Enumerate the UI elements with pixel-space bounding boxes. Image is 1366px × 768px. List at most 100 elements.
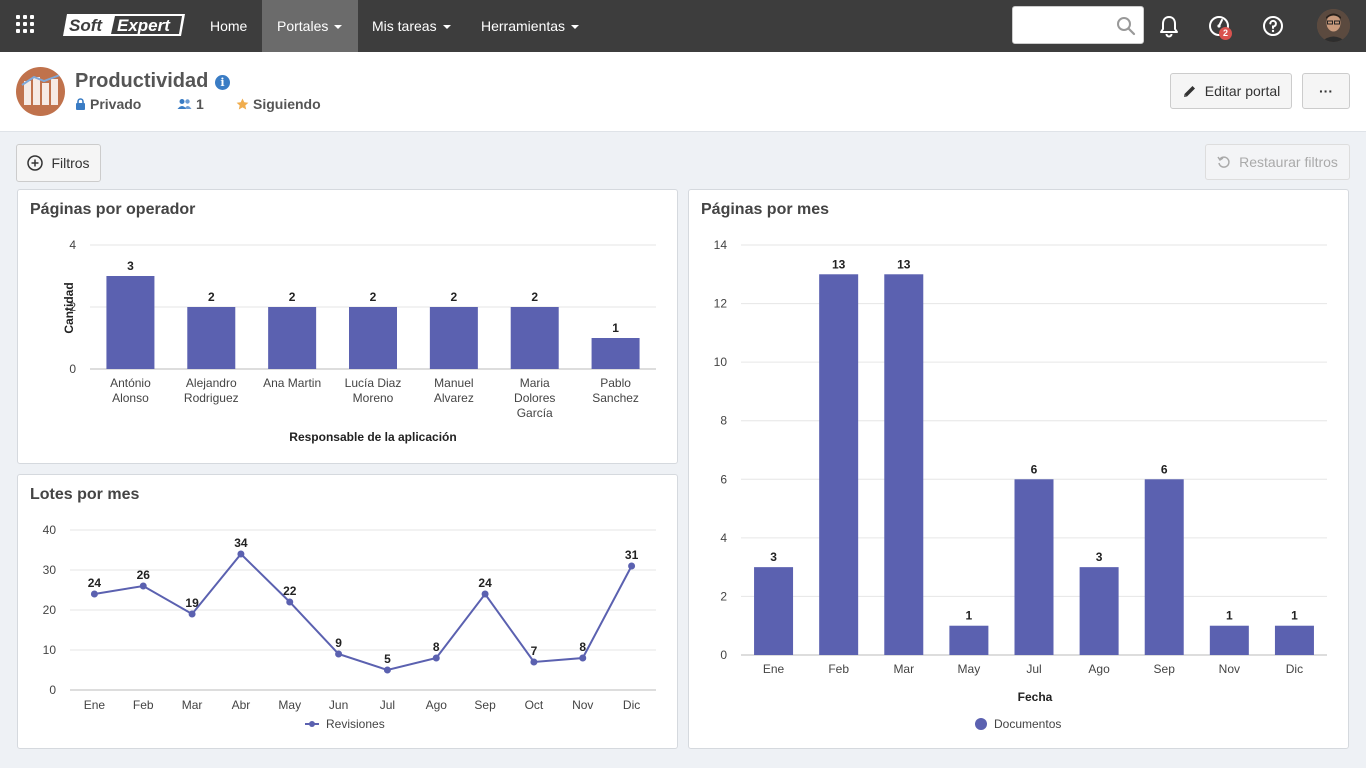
legend-label: Documentos — [994, 717, 1061, 731]
x-tick-label: May — [278, 698, 301, 712]
data-label: 26 — [137, 568, 151, 582]
search-icon[interactable] — [1116, 16, 1136, 36]
filters-button[interactable]: Filtros — [16, 144, 101, 182]
x-tick-label: Dic — [1286, 662, 1303, 676]
y-tick-label: 2 — [720, 589, 727, 603]
bar — [591, 338, 640, 369]
legend-marker — [309, 721, 315, 727]
bar — [187, 307, 236, 369]
y-tick-label: 40 — [43, 523, 57, 537]
operator-pages-title: Páginas por operador — [30, 201, 196, 218]
data-label: 13 — [897, 257, 911, 271]
batches-per-month-chart: 0 10 20 30 40 24 Ene 26 Feb 19 Mar 34 Abr 22 May 9 Jun 5 J… — [43, 523, 656, 731]
y-axis-label: Cantidad — [62, 282, 76, 333]
nav-home-label: Home — [210, 18, 248, 34]
data-point — [432, 654, 440, 662]
chevron-down-icon — [334, 25, 343, 30]
bar — [349, 307, 397, 369]
nav-home[interactable]: Home — [195, 0, 262, 52]
data-label: 7 — [531, 644, 538, 658]
bar — [106, 276, 155, 369]
apps-grid-icon[interactable] — [16, 15, 36, 35]
data-label: 8 — [579, 640, 586, 654]
chevron-down-icon — [571, 25, 580, 30]
legend-label: Revisiones — [326, 717, 385, 731]
y-tick-label: 4 — [720, 531, 727, 545]
data-label: 6 — [1031, 462, 1038, 476]
x-tick-label: Jul — [380, 698, 395, 712]
y-tick-label: 2 — [69, 300, 76, 314]
bar — [819, 274, 859, 655]
x-tick-label: Moreno — [353, 391, 394, 405]
nav-herramientas[interactable]: Herramientas — [466, 0, 594, 52]
data-label: 24 — [478, 576, 492, 590]
y-tick-label: 10 — [43, 643, 57, 657]
portal-chart-icon — [16, 67, 65, 116]
nav-mis-tareas[interactable]: Mis tareas — [357, 0, 466, 52]
filters-label: Filtros — [51, 155, 90, 171]
x-tick-label: Ene — [763, 662, 785, 676]
help-icon[interactable] — [1261, 14, 1285, 38]
data-point — [237, 550, 245, 558]
bar — [754, 567, 794, 655]
x-tick-label: Sanchez — [592, 391, 639, 405]
x-axis-label: Responsable de la aplicación — [289, 430, 456, 444]
x-tick-label: Sep — [1154, 662, 1176, 676]
undo-icon — [1217, 156, 1230, 168]
members-indicator[interactable]: 1 — [177, 96, 204, 112]
search-box — [1012, 6, 1144, 44]
x-tick-label: Lucía Diaz — [345, 376, 402, 390]
pages-per-month-title: Páginas por mes — [701, 201, 830, 218]
more-options-label: ··· — [1319, 83, 1333, 99]
y-tick-label: 12 — [714, 297, 728, 311]
x-tick-label: Oct — [525, 698, 544, 712]
y-tick-label: 6 — [720, 472, 727, 486]
data-label: 5 — [384, 652, 391, 666]
bar — [268, 307, 317, 369]
softexpert-logo[interactable]: Soft Expert — [63, 12, 189, 38]
bar — [884, 274, 924, 655]
series-line — [94, 552, 633, 672]
legend-marker — [975, 718, 987, 730]
y-tick-label: 8 — [720, 414, 727, 428]
logo-text-expert: Expert — [117, 16, 171, 35]
users-icon — [177, 99, 192, 109]
edit-portal-button[interactable]: Editar portal — [1170, 73, 1292, 109]
data-label: 3 — [1096, 550, 1103, 564]
avatar-icon — [1317, 9, 1350, 42]
data-point — [335, 650, 343, 658]
more-options-button[interactable]: ··· — [1302, 73, 1350, 109]
notification-badge: 2 — [1219, 27, 1232, 40]
plus-circle-icon — [27, 155, 44, 171]
x-tick-label: Ago — [426, 698, 448, 712]
x-tick-label: Ene — [84, 698, 106, 712]
user-avatar[interactable] — [1317, 9, 1350, 42]
info-icon[interactable]: i — [215, 75, 230, 90]
data-label: 6 — [1161, 462, 1168, 476]
nav-portales-label: Portales — [277, 18, 329, 34]
x-axis-label: Fecha — [1018, 690, 1053, 704]
x-tick-label: Abr — [232, 698, 251, 712]
pages-per-month-card: Páginas por mes Fecha 0 2 4 6 8 10 12 14 3 Ene 13 F… — [688, 189, 1349, 749]
nav-portales[interactable]: Portales — [262, 0, 358, 52]
search-input[interactable] — [1013, 7, 1113, 43]
bell-icon[interactable] — [1157, 14, 1181, 38]
data-point — [188, 610, 196, 618]
x-tick-label: Maria — [520, 376, 550, 390]
batches-per-month-card: Lotes por mes 0 10 20 30 40 24 Ene 26 Feb 19 Mar 34… — [17, 474, 678, 749]
reset-filters-button[interactable]: Restaurar filtros — [1205, 144, 1350, 180]
edit-portal-label: Editar portal — [1204, 83, 1281, 99]
following-indicator[interactable]: Siguiendo — [236, 96, 321, 112]
privacy-indicator: Privado — [75, 96, 141, 112]
operator-pages-card: Páginas por operador Cantidad Responsabl… — [17, 189, 678, 464]
page-title: Productividad — [75, 70, 209, 92]
x-tick-label: Alvarez — [434, 391, 474, 405]
x-tick-label: Dolores — [514, 391, 555, 405]
x-tick-label: Alejandro — [186, 376, 237, 390]
bar — [1014, 479, 1054, 655]
star-icon — [236, 98, 249, 110]
following-label: Siguiendo — [253, 96, 321, 112]
x-tick-label: Nov — [572, 698, 593, 712]
data-label: 34 — [234, 536, 248, 550]
reset-filters-label: Restaurar filtros — [1239, 154, 1338, 170]
